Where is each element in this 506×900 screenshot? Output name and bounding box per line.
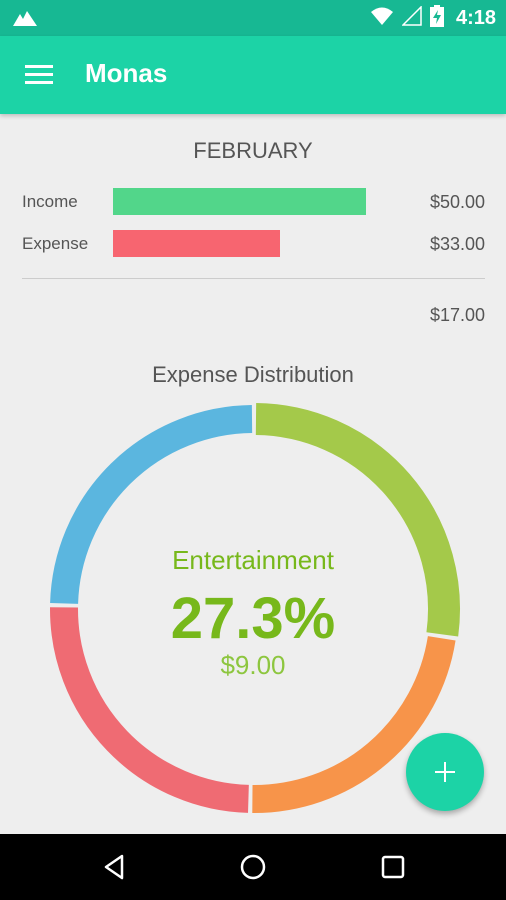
wifi-icon — [370, 6, 394, 31]
signal-icon — [401, 4, 422, 31]
donut-segment[interactable] — [252, 636, 456, 813]
back-icon[interactable] — [100, 852, 130, 882]
battery-charging-icon — [429, 4, 444, 32]
navigation-bar — [0, 834, 506, 900]
recents-icon[interactable] — [378, 852, 408, 882]
selected-category-name: Entertainment — [172, 545, 334, 575]
notification-icon — [12, 8, 38, 33]
month-title: FEBRUARY — [193, 138, 313, 163]
donut-segment[interactable] — [50, 405, 253, 604]
expense-bar — [113, 230, 280, 257]
expense-donut-chart[interactable] — [0, 0, 506, 834]
status-time: 4:18 — [455, 6, 496, 29]
donut-segment[interactable] — [50, 607, 249, 813]
income-bar — [113, 188, 366, 215]
menu-icon[interactable] — [22, 59, 56, 91]
income-amount: $50.00 — [429, 192, 485, 212]
distribution-title: Expense Distribution — [152, 362, 354, 387]
status-bar: 4:18 — [0, 0, 506, 36]
app-bar: Monas — [0, 36, 506, 114]
add-button[interactable] — [406, 733, 484, 811]
app-title: Monas — [85, 58, 168, 88]
selected-category-amount: $9.00 — [220, 650, 286, 680]
expense-amount: $33.00 — [429, 234, 485, 254]
divider — [22, 278, 485, 279]
donut-segment[interactable] — [255, 403, 460, 637]
expense-label: Expense — [22, 234, 89, 253]
home-icon[interactable] — [238, 852, 268, 882]
income-label: Income — [22, 192, 78, 211]
selected-category-percent: 27.3% — [170, 586, 336, 651]
balance-amount: $17.00 — [429, 305, 485, 325]
